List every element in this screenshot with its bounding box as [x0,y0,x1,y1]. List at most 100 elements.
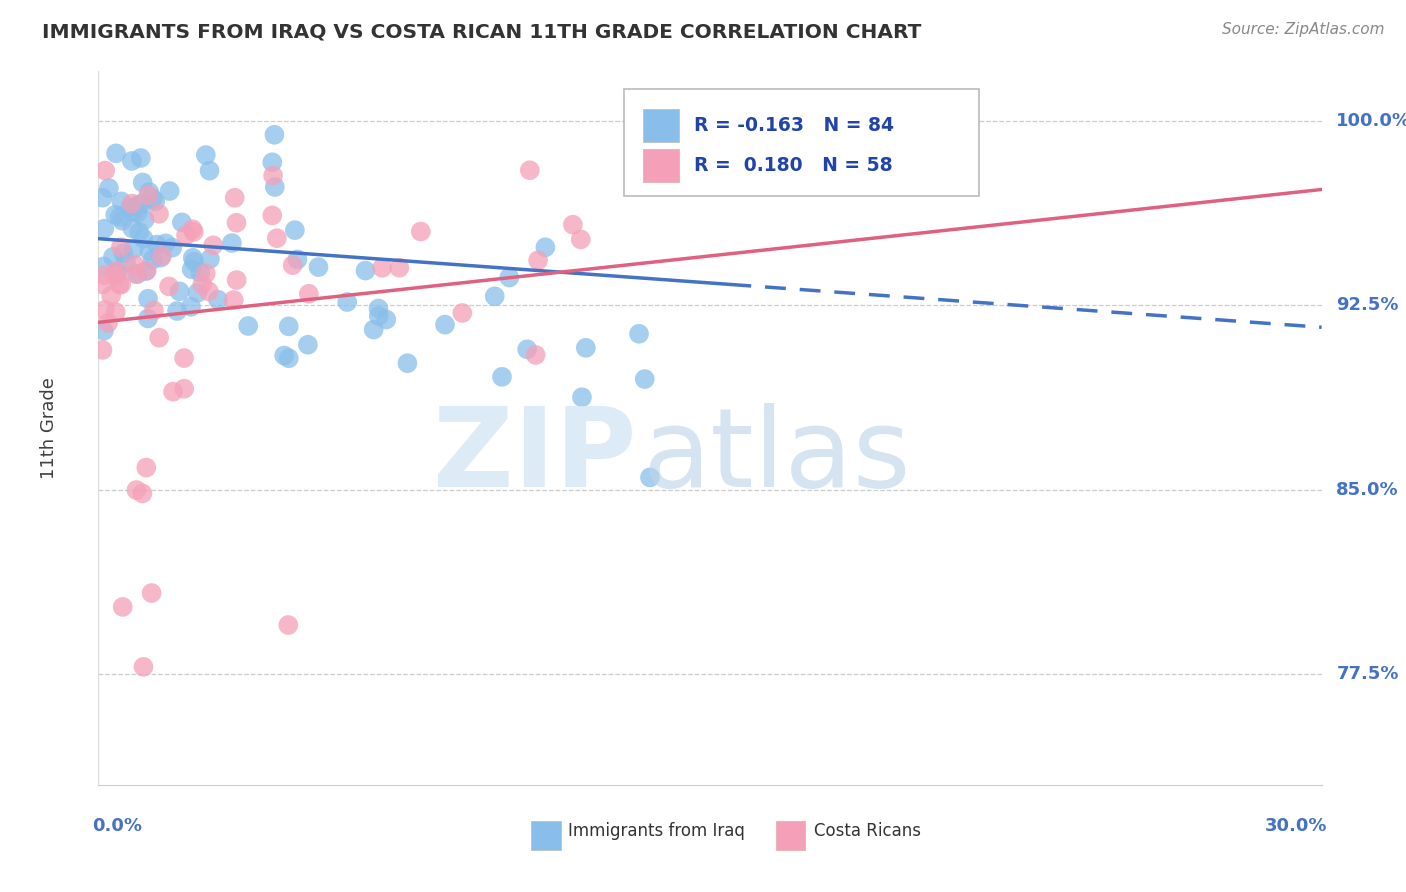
Point [198,163,221,178]
Point [180,300,202,314]
Point [132,660,155,674]
Point [491,369,513,384]
Point [202,238,225,252]
Point [498,270,520,285]
Text: 11th Grade: 11th Grade [41,377,59,479]
Point [173,382,195,396]
Point [336,295,359,310]
Point [121,196,143,211]
Point [93,324,115,338]
Point [136,188,159,202]
Point [105,264,128,278]
Point [150,249,173,263]
Point [132,231,155,245]
Point [388,260,411,275]
Text: ZIP: ZIP [433,403,637,510]
Point [121,221,143,235]
Point [142,192,165,206]
Text: R = -0.163   N = 84: R = -0.163 N = 84 [695,116,894,136]
Point [287,252,309,267]
Point [93,268,115,283]
Point [396,356,419,370]
Point [110,194,132,209]
Point [107,266,129,280]
Point [129,151,152,165]
Text: 100.0%: 100.0% [1336,112,1406,129]
Point [100,288,122,302]
Point [262,208,284,222]
Point [108,210,131,224]
Point [162,241,184,255]
Point [155,236,177,251]
Point [128,225,150,239]
Point [434,318,457,332]
Point [198,285,221,299]
Point [634,372,657,386]
Point [91,343,114,357]
Point [101,250,124,264]
Point [298,286,321,301]
Point [638,470,661,484]
Text: atlas: atlas [643,403,911,510]
Point [91,277,114,292]
Point [115,255,138,269]
Point [97,316,120,330]
Point [561,218,583,232]
Point [277,618,299,632]
Point [105,146,128,161]
Point [194,266,217,280]
Text: 77.5%: 77.5% [1336,665,1399,683]
Point [222,293,245,307]
Point [181,222,204,236]
Point [262,169,284,183]
Point [367,301,389,316]
Point [93,221,115,235]
Point [207,293,229,307]
Point [183,254,205,268]
Point [263,180,285,194]
Point [111,599,134,614]
Point [148,331,170,345]
FancyBboxPatch shape [531,822,561,850]
Text: Source: ZipAtlas.com: Source: ZipAtlas.com [1222,22,1385,37]
Point [363,322,385,336]
Point [181,251,204,265]
Point [162,384,184,399]
Point [134,212,156,227]
Point [519,163,541,178]
Point [534,240,557,254]
Point [375,312,398,326]
Point [141,586,163,600]
Point [138,244,160,258]
Point [183,225,205,239]
Point [281,258,304,272]
Text: IMMIGRANTS FROM IRAQ VS COSTA RICAN 11TH GRADE CORRELATION CHART: IMMIGRANTS FROM IRAQ VS COSTA RICAN 11TH… [42,22,921,41]
Point [136,292,159,306]
Point [159,184,181,198]
Point [94,163,117,178]
Point [124,258,146,272]
Point [104,268,127,283]
Point [142,252,165,267]
Point [569,232,592,246]
Point [131,196,153,211]
Point [104,305,127,319]
Text: 92.5%: 92.5% [1336,296,1399,314]
Text: R =  0.180   N = 58: R = 0.180 N = 58 [695,156,893,175]
Point [277,351,299,366]
Point [198,252,221,266]
Point [297,337,319,351]
Point [146,237,169,252]
Point [97,181,120,195]
Text: 30.0%: 30.0% [1265,817,1327,835]
Point [111,213,134,227]
Text: 0.0%: 0.0% [93,817,142,835]
Point [188,266,211,280]
Point [627,326,650,341]
Point [173,351,195,365]
Point [409,225,432,239]
Point [142,303,165,318]
Point [136,311,159,326]
Point [125,483,148,497]
FancyBboxPatch shape [643,110,679,142]
